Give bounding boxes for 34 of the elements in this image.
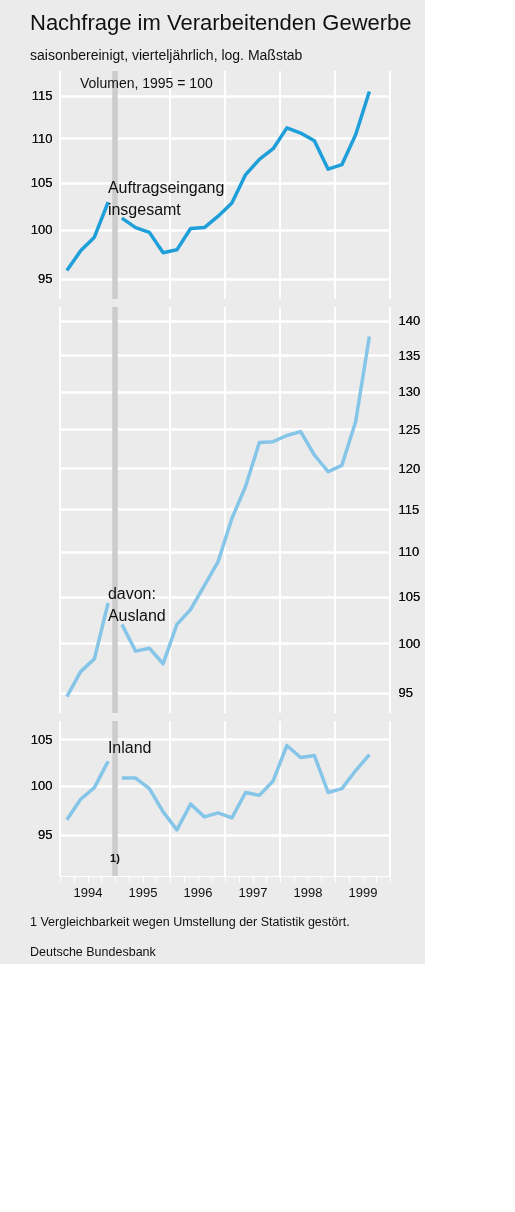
x-tick-label: 1995	[128, 884, 158, 900]
series-label: Inland	[107, 739, 152, 757]
x-tick-label: 1999	[348, 884, 378, 900]
y-axis-title: Volumen, 1995 = 100	[80, 75, 213, 91]
y2-tick-label: 135	[398, 347, 421, 363]
y2-tick-label: 105	[398, 589, 421, 605]
y-tick-label: 105	[30, 731, 53, 747]
y2-tick-label: 125	[398, 421, 421, 437]
text: Deutsche Bundesbank	[30, 945, 157, 959]
y-tick-label: 100	[30, 222, 53, 237]
y2-tick-label: 140	[398, 313, 421, 329]
y2-tick-label: 110	[398, 544, 420, 560]
text: 1 Vergleichbarkeit wegen Umstellung der Statistik gestört.	[30, 915, 350, 929]
y2-tick-label: 115	[398, 501, 420, 517]
band-label: 1)	[110, 852, 121, 864]
x-tick-label: 1996	[183, 884, 213, 900]
y2-tick-label: 100	[398, 635, 421, 651]
y-tick-label: 100	[30, 778, 53, 794]
y2-tick-label: 130	[398, 384, 421, 400]
y-tick-label: 95	[38, 271, 53, 287]
series-label: Ausland	[107, 607, 166, 625]
y-tick-label: 105	[30, 175, 53, 191]
chart-title: Nachfrage im Verarbeitenden Gewerbe	[30, 10, 412, 35]
y2-tick-label: 95	[398, 685, 413, 701]
x-tick-label: 1994	[73, 884, 103, 900]
series-label: Auftragseingang insgesamt	[107, 179, 225, 219]
x-tick-label: 1998	[293, 884, 323, 900]
y2-tick-label: 120	[398, 460, 421, 476]
x-tick-label: 1997	[238, 884, 268, 900]
y-tick-label: 95	[38, 827, 53, 843]
y-tick-label: 115	[31, 88, 53, 104]
y-tick-label: 110	[31, 130, 53, 146]
annotation: davon:	[107, 585, 156, 603]
chart-subtitle: saisonbereinigt, vierteljährlich, log. Maßstab	[30, 47, 303, 63]
